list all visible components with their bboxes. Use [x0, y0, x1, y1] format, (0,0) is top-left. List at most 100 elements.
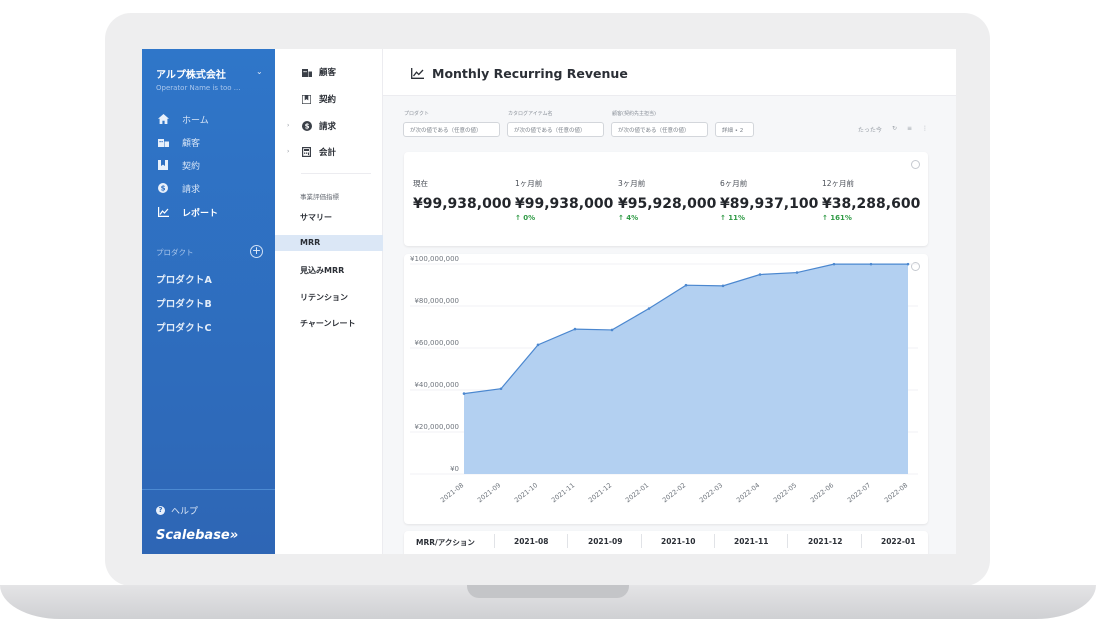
kpi-label: 6ヶ月前 [720, 179, 748, 188]
kpi-label: 12ヶ月前 [822, 179, 855, 188]
menu-divider [301, 173, 371, 174]
company-name[interactable]: アルプ株式会社 [156, 70, 226, 81]
mrr-area [464, 264, 908, 474]
filter-customer[interactable]: が次の値である（任意の値） [611, 122, 708, 137]
x-tick-label: 2021-09 [476, 481, 502, 504]
page-title-text: Monthly Recurring Revenue [432, 66, 628, 81]
y-tick-label: ¥100,000,000 [410, 255, 459, 263]
customer-icon [301, 67, 312, 78]
kpi-section-header: 事業評価指標 [300, 193, 339, 201]
toolbar: たった今 ↻ ≡ ⋮ [858, 125, 928, 134]
menu-sub-summary[interactable]: サマリー [300, 213, 332, 222]
operator-name: Operator Name is too ... [156, 84, 241, 92]
laptop-notch [467, 585, 629, 598]
mrr-point [684, 283, 688, 287]
chevron-down-icon[interactable]: ⌄ [256, 67, 263, 76]
sidebar-item-home[interactable]: ホーム [156, 111, 209, 127]
kpi-12-months-ago: 12ヶ月前 ¥38,288,600 ↑ 161% [822, 178, 920, 222]
page-title: Monthly Recurring Revenue [411, 66, 628, 81]
kpi-6-months-ago: 6ヶ月前 ¥89,937,100 ↑ 11% [720, 178, 818, 222]
sidebar-divider [142, 489, 275, 490]
globe-icon[interactable] [911, 262, 920, 271]
x-tick-label: 2021-12 [587, 481, 613, 504]
mrr-point [499, 387, 503, 391]
kpi-value: ¥99,938,000 [515, 196, 614, 212]
sidebar: アルプ株式会社 ⌄ Operator Name is too ... ホーム 顧… [142, 49, 275, 554]
table-header-cell: MRR/アクション [416, 538, 475, 547]
add-product-icon[interactable]: + [250, 244, 263, 258]
kpi-value: ¥95,928,000 [618, 196, 717, 212]
table-header-cell: 2022-01 [881, 537, 916, 546]
help-label: ヘルプ [171, 507, 199, 517]
menu-item-label: 顧客 [319, 68, 337, 78]
billing-icon: $ [301, 121, 312, 132]
caret-right-icon[interactable]: › [287, 148, 290, 155]
menu-sub-retention[interactable]: リテンション [300, 293, 348, 302]
y-tick-label: ¥60,000,000 [414, 339, 459, 347]
customer-icon [156, 136, 170, 148]
x-tick-label: 2022-02 [661, 481, 687, 504]
kpi-change: ↑ 0% [515, 214, 536, 222]
sidebar-item-contract[interactable]: 契約 [156, 157, 200, 173]
caret-right-icon[interactable]: › [287, 122, 290, 129]
sidebar-item-billing[interactable]: $ 請求 [156, 180, 200, 196]
x-tick-label: 2021-11 [550, 481, 576, 504]
menu-sub-mrr[interactable]: MRR [275, 235, 383, 251]
x-tick-label: 2022-07 [846, 481, 872, 504]
y-tick-label: ¥0 [450, 465, 459, 473]
filter-icon[interactable]: ≡ [906, 125, 912, 132]
line-chart-icon [411, 67, 425, 80]
filter-details-button[interactable]: 詳細 • 2 [715, 122, 754, 137]
sidebar-item-customer[interactable]: 顧客 [156, 134, 200, 150]
filter-catalog-item[interactable]: が次の値である（任意の値） [507, 122, 604, 137]
menu-item-contract[interactable]: 契約 [301, 93, 336, 105]
table-divider [494, 534, 495, 548]
help-icon: ? [156, 506, 165, 515]
table-header-cell: 2021-11 [734, 537, 769, 546]
menu-item-billing[interactable]: $ 請求 [301, 120, 336, 132]
main-content: Monthly Recurring Revenue プロダクト が次の値である（… [383, 49, 956, 554]
sidebar-item-label: 契約 [182, 161, 201, 172]
sidebar-item-report[interactable]: レポート [156, 204, 218, 220]
contract-icon [301, 94, 312, 105]
help-link[interactable]: ? ヘルプ [156, 504, 198, 517]
mrr-area-chart: ¥0 ¥20,000,000 ¥40,000,000 ¥60,000,000 ¥80,0… [410, 255, 918, 504]
filter-product[interactable]: が次の値である（任意の値） [403, 122, 500, 137]
x-tick-label: 2022-08 [883, 481, 909, 504]
mrr-point [795, 271, 799, 274]
refresh-icon[interactable]: ↻ [891, 125, 897, 132]
menu-sub-forecast-mrr[interactable]: 見込みMRR [300, 266, 345, 275]
x-tick-label: 2022-03 [698, 481, 724, 504]
report-icon [156, 206, 170, 218]
kpi-change: ↑ 161% [822, 214, 852, 222]
y-tick-label: ¥20,000,000 [414, 423, 459, 431]
kpi-change: ↑ 4% [618, 214, 639, 222]
sidebar-product-b[interactable]: プロダクトB [156, 299, 212, 310]
kpi-current: 現在 ¥99,938,000 [413, 178, 511, 214]
menu-sub-churn-rate[interactable]: チャーンレート [300, 319, 356, 328]
mrr-table: MRR/アクション 2021-08 2021-09 2021-10 2021-1… [404, 531, 928, 554]
sidebar-item-label: 請求 [182, 184, 201, 195]
mrr-chart-card: ¥0 ¥20,000,000 ¥40,000,000 ¥60,000,000 ¥80,0… [404, 254, 928, 524]
kpi-label: 現在 [413, 179, 428, 188]
brand-logo: Scalebase» [156, 528, 239, 543]
sidebar-product-c[interactable]: プロダクトC [156, 323, 212, 334]
sidebar-item-label: ホーム [182, 115, 209, 126]
menu-item-label: 請求 [319, 122, 337, 132]
kpi-change: ↑ 11% [720, 214, 746, 222]
filter-label-customer: 顧客(契約先主担当) [612, 111, 656, 117]
sidebar-product-a[interactable]: プロダクトA [156, 275, 213, 286]
home-icon [156, 113, 170, 125]
app-screen: アルプ株式会社 ⌄ Operator Name is too ... ホーム 顧… [142, 49, 956, 554]
accounting-icon [301, 147, 312, 158]
kpi-value: ¥38,288,600 [822, 196, 921, 212]
svg-text:$: $ [304, 123, 309, 131]
menu-item-accounting[interactable]: 会計 [301, 146, 336, 158]
more-icon[interactable]: ⋮ [922, 125, 928, 132]
x-tick-label: 2022-05 [772, 481, 798, 504]
x-tick-label: 2022-01 [624, 481, 650, 504]
page-header: Monthly Recurring Revenue [383, 49, 956, 96]
mrr-point [647, 307, 651, 310]
globe-icon[interactable] [911, 160, 920, 169]
menu-item-customer[interactable]: 顧客 [301, 66, 336, 78]
